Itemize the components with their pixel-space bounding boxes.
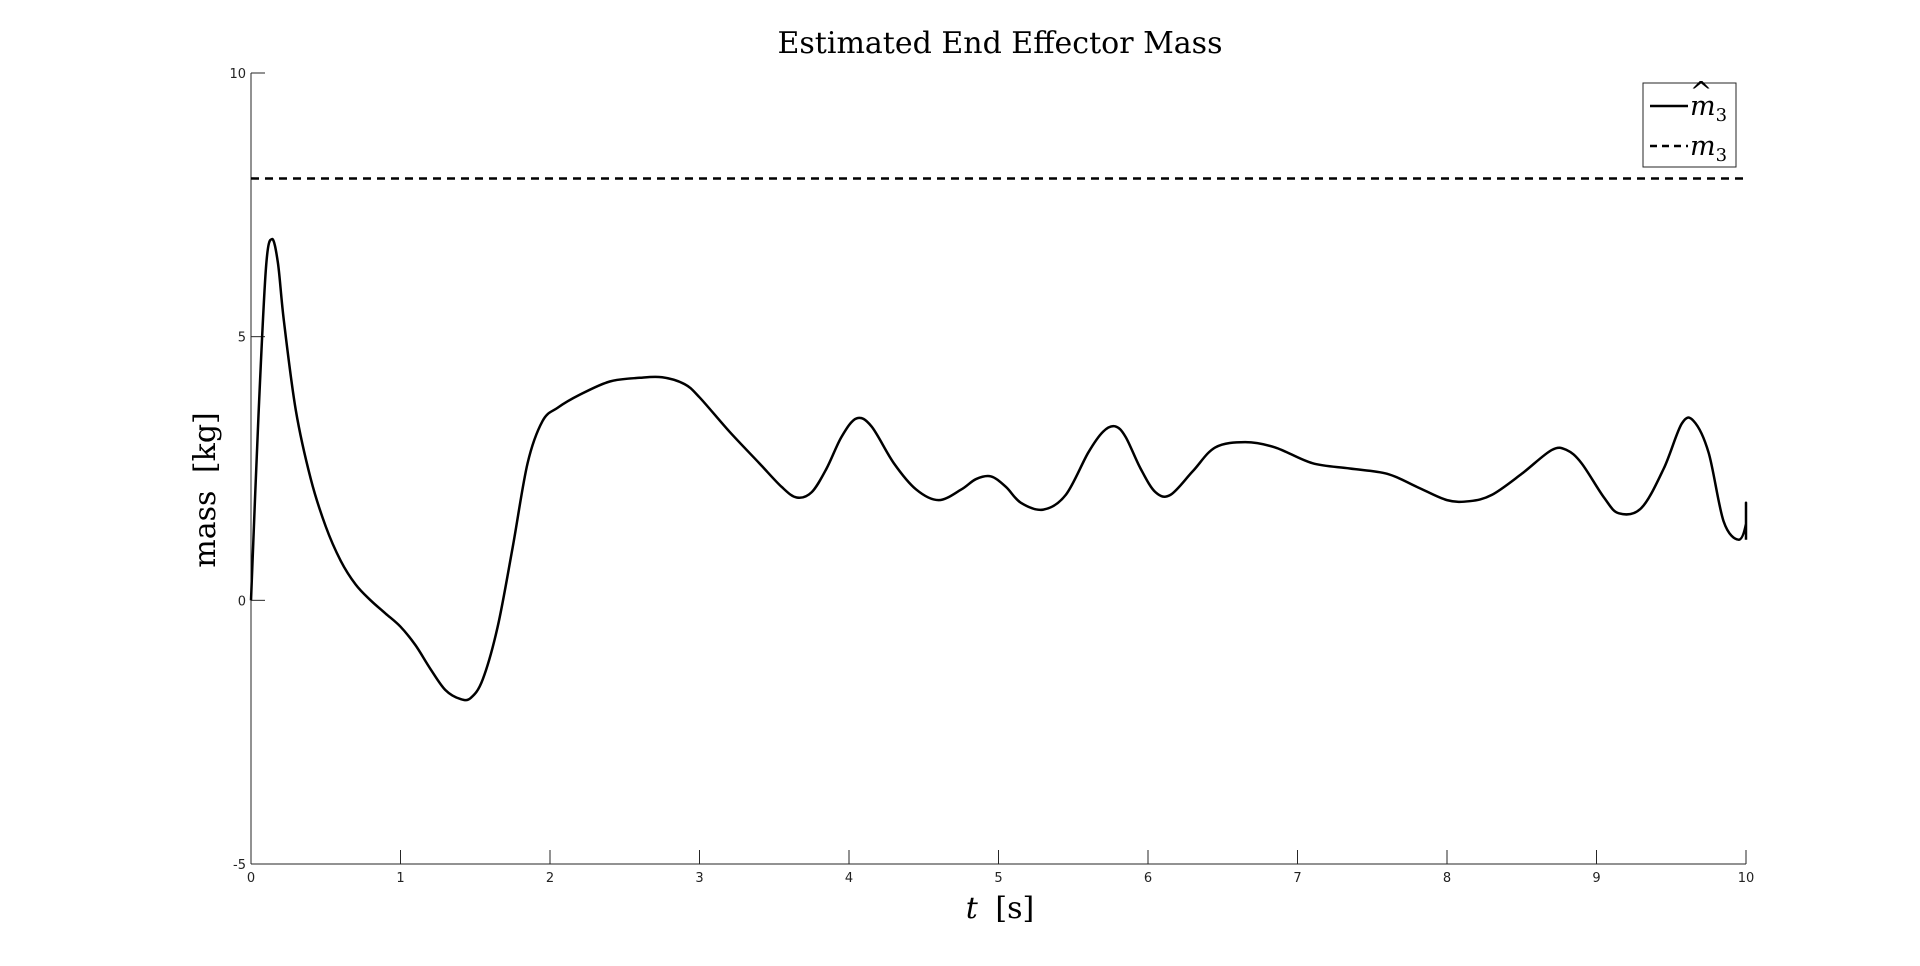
x-axis-label: t [s]: [966, 891, 1034, 926]
x-tick-label: 10: [1738, 871, 1755, 886]
x-tick-label: 5: [994, 871, 1002, 886]
legend-label-estimated-mass: m3: [1690, 91, 1727, 126]
series-line-estimated-mass: [249, 237, 1748, 702]
y-axis-label-word: mass: [188, 491, 223, 568]
chart-title: Estimated End Effector Mass: [778, 26, 1223, 61]
y-tick-label: -5: [233, 858, 246, 873]
x-tick-label: 0: [247, 871, 255, 886]
x-tick-label: 3: [695, 871, 703, 886]
x-tick-label: 2: [546, 871, 554, 886]
x-ticks: 0 1 2 3 4 5 6 7 8 9 10: [247, 850, 1754, 886]
x-tick-label: 6: [1144, 871, 1152, 886]
x-axis-label-unit: [s]: [995, 891, 1034, 926]
legend-entries: m3^m3: [1650, 77, 1727, 166]
axes: [250, 73, 1746, 865]
x-axis-label-variable: t: [966, 891, 979, 926]
y-axis-label: mass [kg]: [188, 412, 223, 567]
y-axis-label-unit: [kg]: [188, 412, 223, 473]
y-tick-label: 5: [238, 331, 246, 346]
series-layer: [249, 177, 1748, 702]
x-tick-label: 1: [396, 871, 404, 886]
x-tick-label: 8: [1443, 871, 1451, 886]
x-tick-label: 9: [1592, 871, 1600, 886]
y-tick-label: 0: [238, 594, 246, 609]
legend: m3^m3: [1642, 77, 1737, 168]
legend-box: [1642, 82, 1737, 168]
y-ticks: -5 0 5 10: [229, 67, 265, 873]
legend-label-true-mass: m3: [1690, 131, 1727, 166]
y-tick-label: 10: [229, 67, 246, 82]
x-tick-label: 4: [845, 871, 853, 886]
x-tick-label: 7: [1293, 871, 1301, 886]
legend-hat-accent: ^: [1690, 77, 1713, 108]
